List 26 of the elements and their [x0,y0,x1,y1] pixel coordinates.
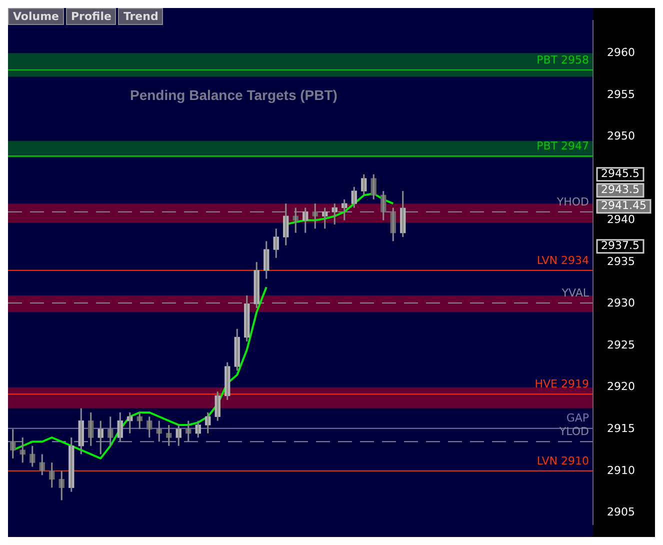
text: 2941.45 [601,199,646,212]
text: 2943.5 [601,183,640,196]
y-tick-label: 2930 [607,296,635,310]
text: 2945.5 [601,167,640,180]
annotation: Profile [66,8,116,25]
y-tick-label: 2915 [607,422,635,436]
ref-line-label: YLOD [558,425,589,438]
ref-line-label: LVN 2934 [536,254,589,267]
y-tick-label: 2950 [607,130,635,143]
ref-line-label: LVN 2910 [536,454,589,468]
ref-line-label: GAP [566,412,590,425]
y-tick-label: 2920 [607,380,635,394]
annotation: Volume [8,8,64,25]
text: 2937.5 [601,239,640,252]
y-tick-label: 2910 [607,464,635,477]
ref-line-label: HVE 2919 [534,377,589,390]
y-tick-label: 2935 [607,254,635,268]
y-tick-label: 2955 [607,88,635,101]
y-tick-label: 2940 [607,213,635,226]
annotation: Trend [118,8,164,25]
ref-line-label: PBT 2958 [536,53,589,66]
y-tick-label: 2905 [607,506,635,519]
text: Pending Balance Targets (PBT) [130,87,338,104]
y-tick-label: 2925 [607,338,635,352]
y-tick-label: 2960 [607,46,635,60]
ref-line-label: PBT 2947 [536,139,589,152]
